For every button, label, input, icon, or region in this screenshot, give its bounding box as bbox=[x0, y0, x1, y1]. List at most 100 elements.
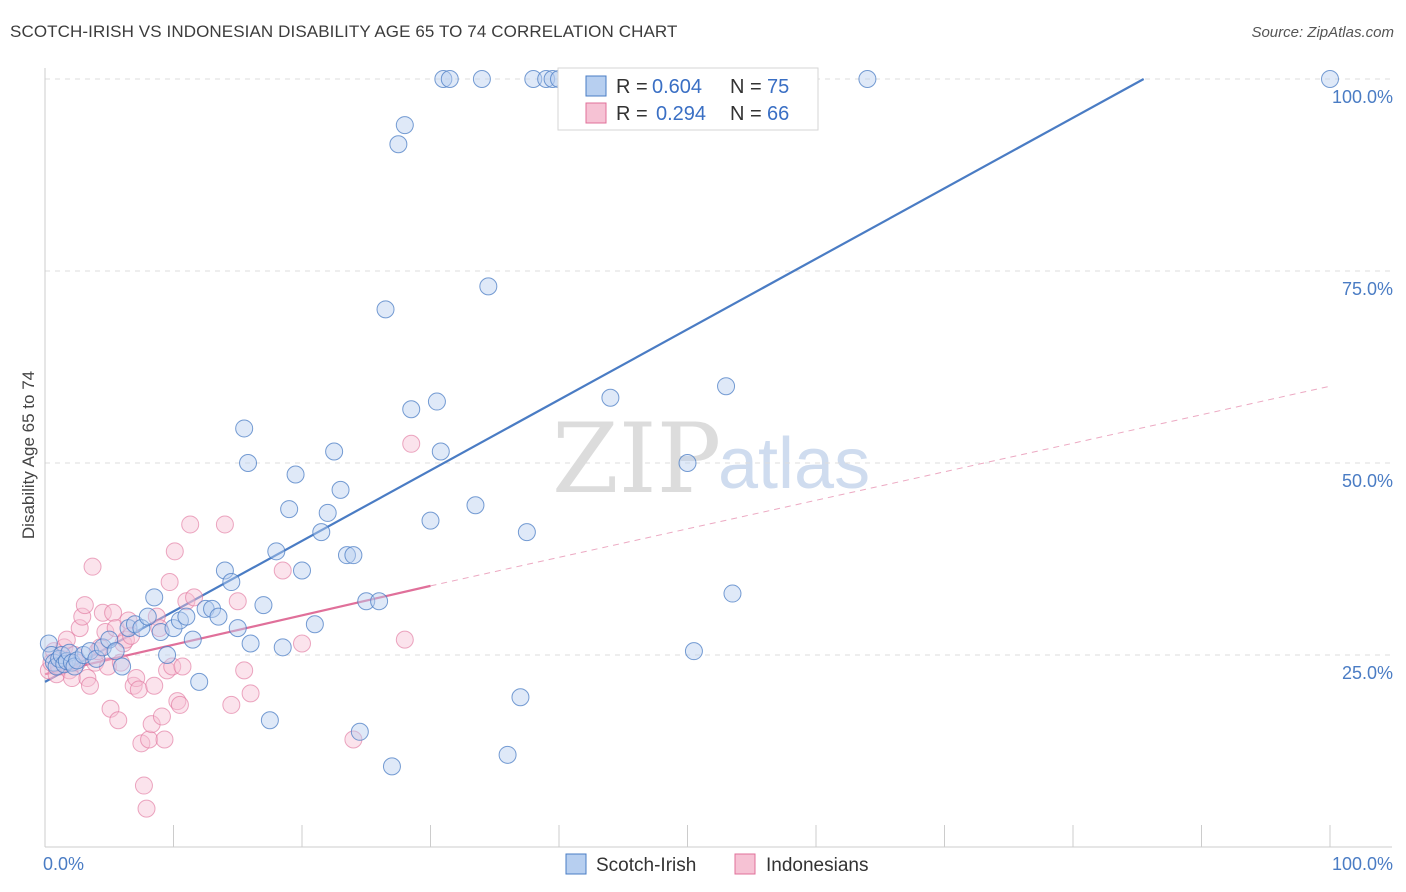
x-tick-label-0: 0.0% bbox=[43, 854, 84, 874]
scotch-irish-point-62 bbox=[421, 511, 440, 530]
scotch-irish-point-40 bbox=[254, 596, 273, 615]
scotch-irish-point-41 bbox=[260, 711, 279, 730]
scotch-irish-point-32 bbox=[203, 599, 222, 618]
indonesians-point-65 bbox=[395, 630, 414, 649]
scotch-irish-point-72 bbox=[517, 523, 536, 542]
scotch-irish-point-17 bbox=[106, 642, 125, 661]
scotch-irish-point-60 bbox=[395, 116, 414, 135]
scotch-irish-point-22 bbox=[138, 607, 157, 626]
correlation-legend: R = 0.604 N = 75 R = 0.294 N = 66 bbox=[557, 67, 819, 131]
scotch-irish-point-58 bbox=[382, 757, 401, 776]
indonesians-point-44 bbox=[152, 707, 171, 726]
scotch-irish-point-29 bbox=[183, 630, 202, 649]
scotch-irish-point-59 bbox=[389, 135, 408, 154]
indonesians-point-12 bbox=[70, 619, 89, 638]
legend-n-label-1: N = bbox=[730, 76, 762, 98]
bottom-swatch-indonesians bbox=[734, 853, 756, 875]
indonesians-point-13 bbox=[73, 607, 92, 626]
indonesians-point-49 bbox=[165, 542, 184, 561]
scotch-irish-point-55 bbox=[357, 592, 376, 611]
y-axis-label: Disability Age 65 to 74 bbox=[19, 371, 38, 539]
indonesians-point-52 bbox=[173, 657, 192, 676]
scotch-irish-point-14 bbox=[87, 649, 106, 668]
legend-n-value-1: 75 bbox=[767, 76, 789, 98]
scotch-irish-point-50 bbox=[325, 442, 344, 461]
source-label: Source: ZipAtlas.com bbox=[1251, 24, 1394, 41]
scotch-irish-point-68 bbox=[479, 277, 498, 296]
indonesians-point-14 bbox=[75, 596, 94, 615]
scotch-irish-point-71 bbox=[511, 688, 530, 707]
scotch-irish-point-44 bbox=[280, 500, 299, 519]
watermark-atlas: atlas bbox=[718, 424, 870, 504]
legend-swatch-scotch-irish bbox=[585, 75, 607, 97]
bottom-swatch-scotch-irish bbox=[565, 853, 587, 875]
scotch-irish-point-61 bbox=[402, 400, 421, 419]
indonesians-trend-line bbox=[44, 584, 431, 676]
indonesians-point-35 bbox=[129, 680, 148, 699]
indonesians-point-56 bbox=[215, 515, 234, 534]
scotch-irish-point-80 bbox=[717, 377, 736, 396]
scotch-irish-point-63 bbox=[427, 392, 446, 411]
indonesians-point-57 bbox=[222, 695, 241, 714]
scotch-irish-point-65 bbox=[434, 70, 453, 88]
scotch-irish-point-16 bbox=[100, 630, 119, 649]
scotch-irish-point-47 bbox=[305, 615, 324, 634]
indonesians-point-54 bbox=[181, 515, 200, 534]
legend-r-label-1: R = bbox=[616, 76, 648, 98]
y-tick-label-3: 100.0% bbox=[1332, 87, 1393, 107]
scotch-irish-point-83 bbox=[1321, 70, 1339, 88]
scotch-irish-point-56 bbox=[370, 592, 389, 611]
scotch-irish-point-70 bbox=[498, 745, 517, 764]
scotch-irish-point-78 bbox=[678, 454, 697, 472]
indonesians-point-17 bbox=[83, 557, 102, 576]
indonesians-point-40 bbox=[142, 715, 161, 734]
legend-n-label-2: N = bbox=[730, 103, 762, 125]
bottom-legend-indonesians: Indonesians bbox=[766, 855, 868, 876]
scotch-irish-point-77 bbox=[601, 388, 620, 407]
scotch-irish-point-74 bbox=[537, 70, 556, 88]
indonesians-point-55 bbox=[185, 588, 204, 607]
indonesians-point-27 bbox=[109, 711, 128, 730]
indonesians-point-41 bbox=[145, 676, 164, 695]
scotch-irish-point-48 bbox=[312, 523, 331, 542]
y-tick-label-1: 50.0% bbox=[1342, 471, 1393, 491]
scotch-irish-point-57 bbox=[376, 300, 395, 319]
watermark-zip: ZIP bbox=[552, 403, 721, 515]
legend-swatch-indonesians bbox=[585, 102, 607, 124]
y-tick-label-0: 25.0% bbox=[1342, 663, 1393, 683]
scotch-irish-point-54 bbox=[350, 722, 369, 741]
indonesians-point-21 bbox=[93, 603, 112, 622]
y-tick-label-2: 75.0% bbox=[1342, 279, 1393, 299]
scotch-irish-point-51 bbox=[331, 480, 350, 499]
scotch-irish-point-34 bbox=[215, 561, 234, 580]
scotch-irish-point-21 bbox=[132, 619, 151, 638]
indonesians-point-16 bbox=[80, 676, 99, 695]
scotch-irish-point-36 bbox=[228, 619, 247, 638]
indonesians-point-62 bbox=[293, 634, 311, 653]
indonesians-point-37 bbox=[134, 776, 153, 795]
x-tick-label-1: 100.0% bbox=[1332, 854, 1393, 874]
scotch-irish-point-82 bbox=[858, 70, 877, 88]
scotch-irish-point-69 bbox=[466, 496, 485, 515]
scotch-irish-point-37 bbox=[235, 419, 254, 438]
legend-r-value-1: 0.604 bbox=[652, 76, 702, 98]
indonesians-point-64 bbox=[402, 434, 421, 453]
scotch-irish-point-73 bbox=[524, 70, 543, 88]
series-legend: Scotch-Irish Indonesians bbox=[565, 853, 868, 876]
indonesians-point-58 bbox=[228, 592, 247, 611]
scotch-irish-point-49 bbox=[318, 503, 337, 522]
scotch-irish-point-67 bbox=[472, 70, 491, 88]
indonesians-point-47 bbox=[160, 573, 179, 592]
scotch-irish-point-46 bbox=[293, 561, 311, 580]
indonesians-point-59 bbox=[235, 661, 254, 680]
scotch-irish-trend-line bbox=[44, 78, 1145, 683]
trend-lines bbox=[44, 78, 1331, 683]
tick-labels: 25.0% 50.0% 75.0% 100.0% 0.0% 100.0% bbox=[43, 87, 1393, 874]
scotch-irish-point-42 bbox=[267, 542, 286, 561]
scotch-irish-point-43 bbox=[273, 638, 292, 657]
legend-r-label-2: R = bbox=[616, 103, 648, 125]
indonesians-point-51 bbox=[170, 695, 189, 714]
scotch-irish-point-35 bbox=[222, 573, 241, 592]
grid-lines bbox=[45, 78, 1392, 656]
scotch-irish-point-38 bbox=[239, 454, 258, 472]
